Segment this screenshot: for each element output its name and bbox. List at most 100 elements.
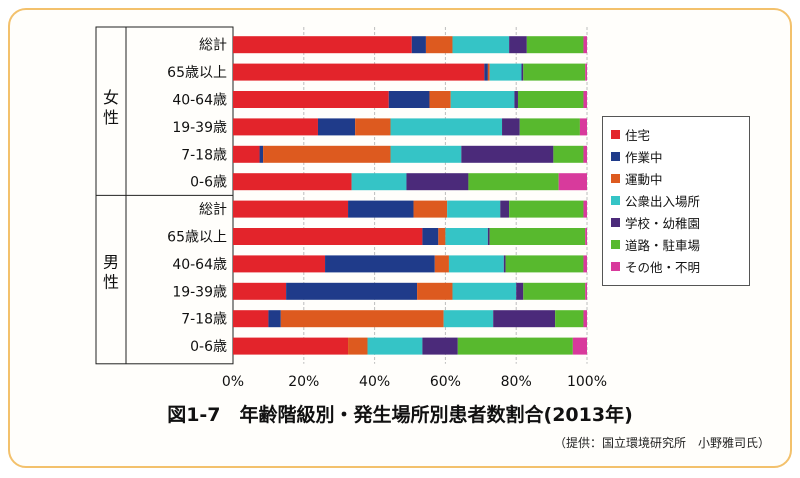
legend-item-school: 学校・幼稚園 (611, 211, 749, 233)
bar-segment (500, 200, 510, 218)
bar-segment (233, 118, 318, 136)
bar-segment (390, 145, 462, 163)
bar-segment (448, 255, 504, 273)
legend-label: その他・不明 (625, 259, 701, 275)
x-tick-label: 40% (359, 374, 390, 390)
category-label: 19-39歳 (172, 284, 227, 300)
bar-segment (523, 63, 586, 81)
bar-segment (447, 200, 501, 218)
legend-swatch (611, 129, 620, 139)
legend-item-other: その他・不明 (611, 255, 749, 277)
chart-legend: 住宅 作業中 運動中 公衆出入場所 学校・幼稚園 道路・駐車場 その他・不明 (602, 116, 750, 286)
legend-swatch (611, 195, 620, 205)
bar-segment (268, 310, 281, 328)
bar-segment (526, 36, 584, 54)
legend-label: 公衆出入場所 (625, 193, 701, 209)
x-tick-label: 100% (567, 374, 607, 390)
x-tick-label: 60% (430, 374, 461, 390)
bar-segment (509, 200, 584, 218)
bar-segment (406, 173, 469, 191)
legend-label: 作業中 (625, 149, 663, 165)
bar-segment (233, 337, 349, 355)
bar-segment (233, 310, 269, 328)
category-label: 65歳以上 (167, 65, 227, 81)
bar-segment (487, 63, 490, 81)
bar-segment (259, 145, 264, 163)
legend-swatch (611, 239, 620, 249)
bar-segment (351, 173, 407, 191)
category-label: 40-64歳 (172, 257, 227, 273)
figure-credit: （提供：国立環境研究所 小野雅司氏） (553, 436, 770, 450)
bar-segment (517, 91, 584, 108)
bar-segment (445, 228, 488, 245)
bar-segment (523, 282, 586, 300)
bar-segment (516, 282, 524, 300)
bar-segment (325, 255, 435, 273)
bar-segment (505, 255, 584, 273)
category-label: 65歳以上 (167, 230, 227, 246)
bar-segment (461, 145, 554, 163)
category-label: 総計 (199, 38, 227, 54)
x-tick-label: 20% (288, 374, 319, 390)
bar-segment (367, 337, 423, 355)
bar-segment (438, 228, 446, 245)
bar-segment (286, 282, 418, 300)
bar-segment (233, 63, 485, 81)
bar-segment (502, 118, 520, 136)
bar-segment (263, 145, 391, 163)
bar-segment (583, 255, 587, 273)
category-label: 7-18歳 (181, 147, 227, 163)
bar-segment (585, 228, 587, 245)
bar-segment (434, 255, 449, 273)
legend-item-public-place: 公衆出入場所 (611, 189, 749, 211)
bar-segment (348, 200, 414, 218)
bar-segment (585, 282, 587, 300)
bar-segment (413, 200, 448, 218)
category-label: 40-64歳 (172, 93, 227, 109)
bar-segment (583, 310, 587, 328)
legend-swatch (611, 217, 620, 227)
bar-segment (583, 91, 587, 108)
bar-segment (572, 337, 587, 355)
bar-segment (450, 91, 515, 108)
bar-segment (390, 118, 503, 136)
bar-segment (553, 145, 584, 163)
category-label: 総計 (199, 202, 227, 218)
bar-segment (388, 91, 430, 108)
legend-item-work: 作業中 (611, 145, 749, 167)
legend-item-residence: 住宅 (611, 123, 749, 145)
bar-segment (457, 337, 573, 355)
legend-label: 学校・幼稚園 (625, 215, 701, 231)
legend-item-road: 道路・駐車場 (611, 233, 749, 255)
bar-segment (429, 91, 451, 108)
legend-label: 住宅 (625, 127, 651, 143)
group-label: 男 (103, 253, 119, 272)
bar-segment (417, 282, 453, 300)
bar-segment (233, 173, 352, 191)
group-label: 女 (103, 88, 119, 107)
bar-segment (521, 63, 524, 81)
bar-segment (233, 228, 423, 245)
bar-segment (317, 118, 356, 136)
bar-segment (514, 91, 518, 108)
legend-swatch (611, 151, 620, 161)
bar-segment (493, 310, 556, 328)
bar-segment (484, 63, 488, 81)
bar-segment (425, 36, 453, 54)
category-label: 0-6歳 (190, 175, 227, 191)
bar-segment (468, 173, 559, 191)
bar-segment (579, 118, 587, 136)
x-tick-label: 0% (222, 374, 244, 390)
legend-label: 道路・駐車場 (625, 237, 701, 253)
group-label: 性 (103, 108, 119, 127)
bar-segment (348, 337, 368, 355)
bar-segment (452, 282, 517, 300)
bar-segment (489, 228, 586, 245)
category-label: 7-18歳 (181, 312, 227, 328)
stacked-bar-chart: 総計65歳以上40-64歳19-39歳7-18歳0-6歳総計65歳以上40-64… (95, 26, 607, 390)
bar-segment (489, 63, 522, 81)
bar-segment (355, 118, 391, 136)
bar-segment (411, 36, 426, 54)
bar-segment (233, 145, 260, 163)
legend-swatch (611, 173, 620, 183)
